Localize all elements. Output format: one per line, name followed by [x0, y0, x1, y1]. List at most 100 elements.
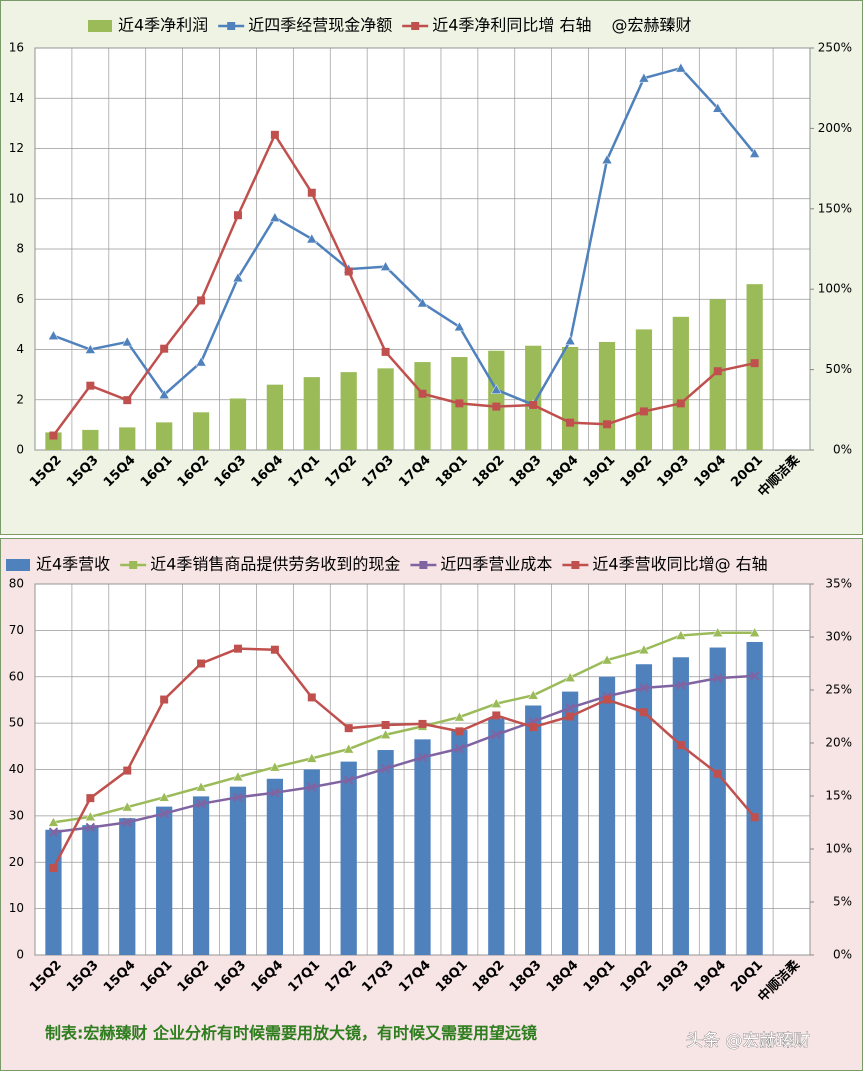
marker: [270, 787, 280, 798]
y-tick-label: 60: [9, 669, 24, 683]
marker: [48, 330, 59, 340]
marker: [269, 761, 281, 772]
y-tick-label: 2: [16, 392, 24, 406]
annotation: @宏赫臻财: [611, 16, 691, 35]
marker: [123, 396, 132, 405]
y2-tick-label: 15%: [825, 789, 852, 803]
marker: [638, 72, 650, 83]
y-tick-label: 8: [16, 242, 24, 256]
bar: [119, 427, 136, 450]
y-tick-label: 70: [9, 623, 24, 637]
marker: [676, 680, 686, 690]
marker: [601, 154, 613, 165]
bar: [672, 657, 689, 955]
marker: [566, 712, 575, 721]
marker: [196, 799, 206, 809]
y2-tick-label: 5%: [833, 895, 852, 909]
y-tick-label: 10: [9, 901, 24, 915]
bar: [45, 829, 62, 955]
marker: [233, 792, 243, 803]
marker: [307, 782, 317, 792]
marker: [418, 719, 427, 728]
marker: [306, 233, 318, 244]
legend-swatch: [571, 561, 580, 569]
marker: [160, 344, 169, 353]
legend-label: 近四季经营现金净额: [248, 16, 392, 35]
y2-tick-label: 0%: [833, 948, 852, 962]
marker: [197, 296, 206, 305]
legend-swatch: [227, 22, 236, 30]
legend-label: 近4季营收同比增@ 右轴: [592, 555, 767, 574]
legend-label: 近四季营业成本: [440, 555, 552, 574]
legend-label: 近4季净利同比增 右轴: [432, 16, 591, 35]
marker: [529, 400, 538, 409]
marker: [380, 729, 392, 739]
bar: [82, 429, 99, 450]
bar: [192, 796, 210, 955]
marker: [564, 672, 576, 682]
marker: [713, 367, 722, 376]
marker: [49, 864, 58, 873]
marker: [675, 62, 687, 73]
line: [52, 647, 756, 869]
marker: [417, 752, 428, 763]
y-tick-label: 14: [9, 91, 24, 105]
bar: [377, 750, 394, 955]
marker: [343, 743, 355, 754]
marker: [675, 629, 687, 640]
bar: [451, 730, 468, 955]
watermark: 头条 @宏赫臻财: [686, 1031, 810, 1051]
marker: [160, 695, 169, 704]
bar: [156, 422, 173, 450]
bar: [266, 778, 283, 955]
marker: [750, 813, 759, 822]
marker: [307, 188, 316, 197]
bar: [192, 412, 210, 450]
marker: [749, 627, 761, 637]
legend-label: 近4季净利润: [118, 16, 208, 35]
bar: [340, 372, 357, 450]
y-tick-label: 80: [9, 577, 24, 591]
bar: [525, 705, 542, 955]
marker: [307, 693, 316, 702]
legend-label: 近4季营收: [36, 555, 110, 574]
marker: [306, 752, 318, 763]
marker: [639, 683, 649, 693]
marker: [269, 212, 281, 222]
marker: [749, 148, 761, 158]
marker: [565, 703, 575, 713]
marker: [529, 723, 538, 732]
marker: [344, 724, 353, 733]
y2-tick-label: 50%: [825, 362, 852, 376]
bar: [672, 316, 689, 450]
marker: [454, 743, 465, 754]
bar: [266, 384, 283, 450]
y-tick-label: 4: [16, 342, 24, 356]
bar: [303, 769, 320, 955]
bar: [303, 377, 320, 450]
bar: [562, 691, 579, 955]
marker: [232, 272, 244, 283]
marker: [455, 727, 464, 736]
marker: [84, 343, 96, 354]
bar: [709, 647, 726, 955]
marker: [564, 335, 576, 345]
line: [52, 132, 755, 437]
marker: [195, 356, 207, 367]
y-tick-label: 0: [16, 948, 24, 962]
marker: [344, 267, 353, 276]
marker: [121, 801, 133, 812]
bar: [414, 362, 431, 450]
marker: [233, 644, 242, 653]
marker: [86, 381, 95, 390]
marker: [122, 817, 132, 828]
y2-tick-label: 0%: [833, 443, 852, 457]
marker: [159, 808, 169, 819]
y2-tick-label: 250%: [818, 41, 852, 55]
bar: [377, 368, 394, 450]
marker: [676, 741, 685, 750]
marker: [712, 102, 724, 113]
legend-label: 近4季销售商品提供劳务收到的现金: [150, 555, 400, 574]
bar: [229, 398, 247, 450]
y2-tick-label: 25%: [825, 683, 852, 697]
